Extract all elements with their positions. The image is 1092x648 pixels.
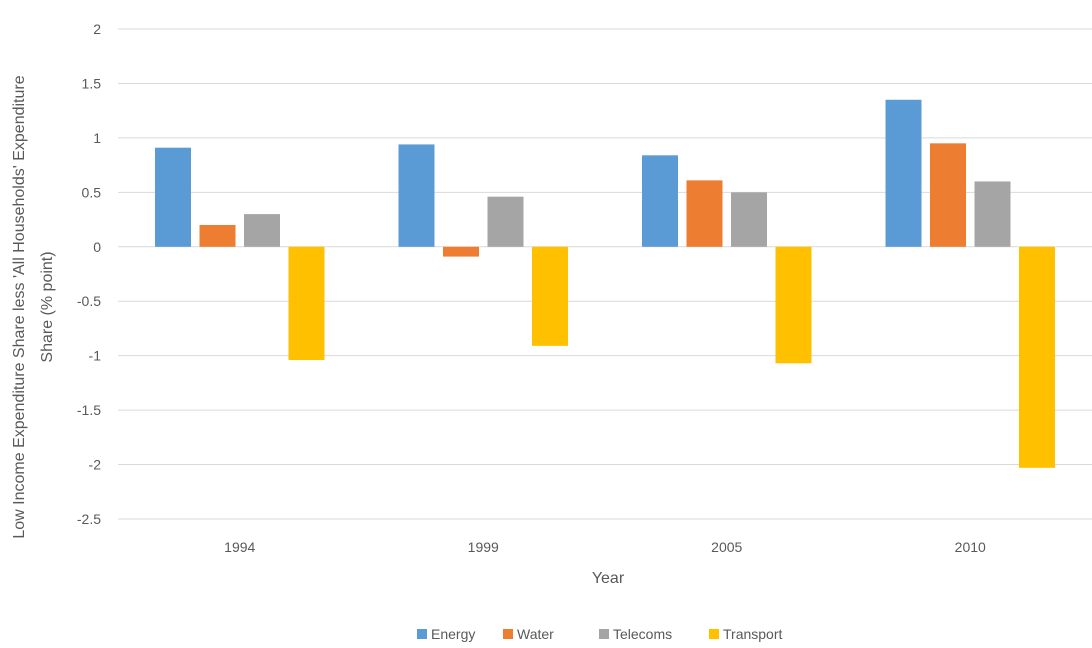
y-axis-title: Low Income Expenditure Share less 'All H… xyxy=(11,75,56,538)
x-axis-tick-labels: 1994 1999 2005 2010 xyxy=(224,539,986,555)
y-tick-label: -2 xyxy=(89,457,102,473)
bar-transport-1999 xyxy=(532,246,568,346)
bar-energy-1994 xyxy=(155,147,191,247)
y-tick-label: 1.5 xyxy=(82,75,102,91)
bar-transport-1994 xyxy=(288,246,325,361)
y-tick-label: -0.5 xyxy=(77,293,101,309)
legend-label: Telecoms xyxy=(613,626,672,642)
legend-swatch xyxy=(503,629,513,639)
y-tick-label: -2.5 xyxy=(77,511,101,527)
bar-telecoms-1994 xyxy=(244,214,280,247)
legend-label: Water xyxy=(517,626,554,642)
legend-item-transport: Transport xyxy=(709,626,783,642)
legend: Energy Water Telecoms Transport xyxy=(417,626,783,642)
x-tick-label: 2010 xyxy=(955,539,986,555)
bar-energy-2010 xyxy=(885,99,922,247)
legend-swatch xyxy=(417,629,427,639)
y-tick-label: 2 xyxy=(93,21,101,37)
bar-transport-2010 xyxy=(1019,246,1055,468)
bar-telecoms-2010 xyxy=(974,181,1011,247)
legend-label: Transport xyxy=(723,626,783,642)
y-tick-label: 1 xyxy=(93,130,101,146)
legend-item-telecoms: Telecoms xyxy=(599,626,672,642)
legend-item-energy: Energy xyxy=(417,626,475,642)
y-tick-label: 0.5 xyxy=(82,184,102,200)
legend-label: Energy xyxy=(431,626,475,642)
bar-water-2005 xyxy=(686,180,723,247)
bar-telecoms-2005 xyxy=(731,192,767,247)
y-tick-label: 0 xyxy=(93,239,101,255)
x-tick-label: 1994 xyxy=(224,539,255,555)
x-axis-title: Year xyxy=(592,570,625,587)
legend-item-water: Water xyxy=(503,626,554,642)
bar-telecoms-1999 xyxy=(487,196,524,247)
gridlines xyxy=(118,28,1092,520)
y-axis-tick-labels: 2 1.5 1 0.5 0 -0.5 -1 -1.5 -2 -2.5 xyxy=(77,21,101,527)
y-tick-label: -1.5 xyxy=(77,402,101,418)
bar-transport-2005 xyxy=(775,246,812,364)
legend-swatch xyxy=(709,629,719,639)
bar-energy-2005 xyxy=(642,155,678,247)
bar-energy-1999 xyxy=(398,144,435,247)
bar-water-1999 xyxy=(443,246,479,257)
y-axis-title-line-2: Share (% point) xyxy=(39,251,56,362)
bar-water-2010 xyxy=(930,143,966,247)
x-tick-label: 1999 xyxy=(468,539,499,555)
y-tick-label: -1 xyxy=(89,348,102,364)
y-axis-title-line-1: Low Income Expenditure Share less 'All H… xyxy=(11,75,28,538)
legend-swatch xyxy=(599,629,609,639)
x-tick-label: 2005 xyxy=(711,539,742,555)
bars xyxy=(155,99,1055,468)
bar-water-1994 xyxy=(199,225,236,247)
